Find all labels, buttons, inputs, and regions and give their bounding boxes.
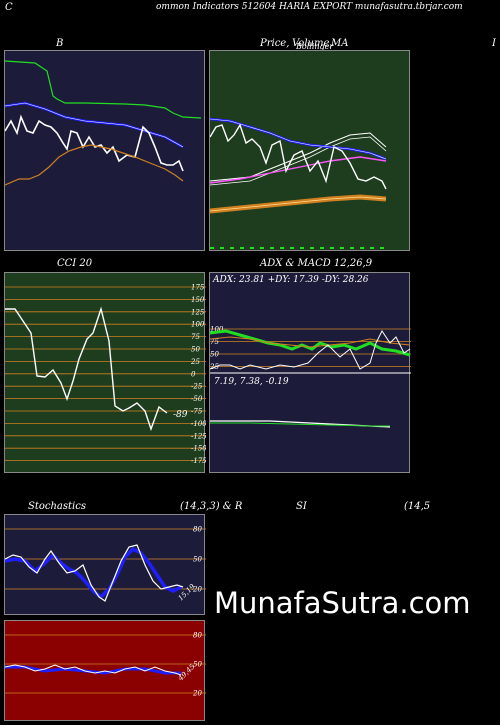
cci-tick-label: -75 — [191, 408, 203, 416]
cci-tick-label: 100 — [191, 321, 205, 329]
adx-readout: ADX: 23.81 +DY: 17.39 -DY: 28.26 — [213, 275, 369, 285]
price-upper-band — [210, 132, 387, 182]
cci-chart: 175 150 125 100 75 50 25 0 -25 -50 -75 -100 -125 -150… — [5, 284, 206, 465]
price-volume-band-inner — [210, 196, 387, 212]
adx-macd-label: ADX & MACD 12,26,9 — [260, 258, 373, 269]
rsi-label: SI — [296, 501, 307, 512]
price-pink-ma — [210, 156, 387, 184]
cci-label: CCI 20 — [57, 258, 93, 269]
page-title: ommon Indicators 512604 HARIA EXPORT mun… — [156, 2, 463, 12]
header-letter: C — [5, 2, 13, 13]
stochastics-tick-label: 50 — [193, 556, 202, 564]
price-line — [210, 123, 387, 190]
bollinger-ma-line — [5, 101, 184, 149]
stochastics-panel: 80 50 20 15,19 — [4, 514, 206, 615]
stochastics-label: Stochastics — [28, 501, 86, 512]
stochastics-d-line — [5, 546, 182, 600]
bollinger-panel — [4, 50, 205, 251]
price-panel — [209, 50, 410, 251]
cci-tick-label: -175 — [191, 457, 206, 465]
stochastics-tick-label: 20 — [192, 586, 202, 594]
rsi-panel: 80 50 20 49,45 — [4, 620, 206, 721]
rsi-avg-line — [5, 665, 181, 675]
stochastics-params: (14,3,3) & R — [180, 501, 243, 512]
macd-readout: 7.19, 7.38, -0.19 — [214, 377, 289, 387]
price-label-d: MA — [331, 38, 349, 49]
price-label-c: Bollinger — [296, 42, 334, 51]
rsi-params: (14,5 — [404, 501, 431, 512]
rsi-tick-label: 50 — [193, 661, 202, 669]
cci-tick-label: 125 — [191, 308, 205, 316]
cci-tick-label: -100 — [191, 420, 206, 428]
macd-signal-line — [210, 422, 390, 427]
bollinger-label: B — [56, 38, 64, 49]
adx-plus-di — [210, 336, 411, 348]
rsi-line — [5, 664, 182, 676]
cci-tick-label: 0 — [191, 370, 196, 378]
adx-tick-label: 50 — [210, 351, 219, 359]
stochastics-tick-label: 80 — [193, 526, 202, 534]
cci-tick-label: -25 — [191, 383, 203, 391]
bollinger-upper-line — [5, 60, 202, 119]
rsi-tick-label: 20 — [192, 690, 202, 698]
cci-line — [5, 306, 168, 432]
adx-minus-di — [210, 330, 411, 370]
cci-tick-label: -150 — [191, 445, 206, 453]
price-label-b: Volume, — [292, 38, 333, 49]
rsi-tick-label: 80 — [193, 632, 202, 640]
adx-tick-label: 75 — [210, 338, 219, 346]
bollinger-ma-line-inner — [5, 102, 184, 148]
cci-tick-label: 150 — [191, 296, 205, 304]
price-label-a: Price, — [260, 38, 290, 49]
cci-tick-label: -50 — [191, 395, 203, 403]
stochastics-k-line — [5, 544, 184, 602]
cci-tick-label: 50 — [191, 346, 200, 354]
cci-panel: 175 150 125 100 75 50 25 0 -25 -50 -75 -100 -125 -150… — [4, 272, 206, 473]
adx-line — [210, 329, 411, 357]
cci-tick-label: 25 — [190, 358, 200, 366]
price-right-edge: I — [492, 38, 496, 49]
watermark: MunafaSutra.com — [214, 586, 471, 620]
cci-tick-label: 75 — [191, 333, 200, 341]
adx-tick-label: 100 — [210, 326, 224, 334]
adx-macd-panel: ADX: 23.81 +DY: 17.39 -DY: 28.26 7.19, 7… — [209, 272, 411, 473]
bollinger-price-line — [5, 114, 184, 172]
cci-tick-label: -125 — [191, 432, 206, 440]
cci-tick-label: 175 — [191, 284, 205, 292]
bollinger-lower-line — [5, 144, 184, 186]
price-upper-band-2 — [210, 136, 387, 186]
price-volume-band — [210, 194, 387, 214]
bollinger-chart — [5, 60, 202, 186]
cci-current-value: -89 — [173, 410, 188, 420]
price-chart — [210, 117, 387, 249]
